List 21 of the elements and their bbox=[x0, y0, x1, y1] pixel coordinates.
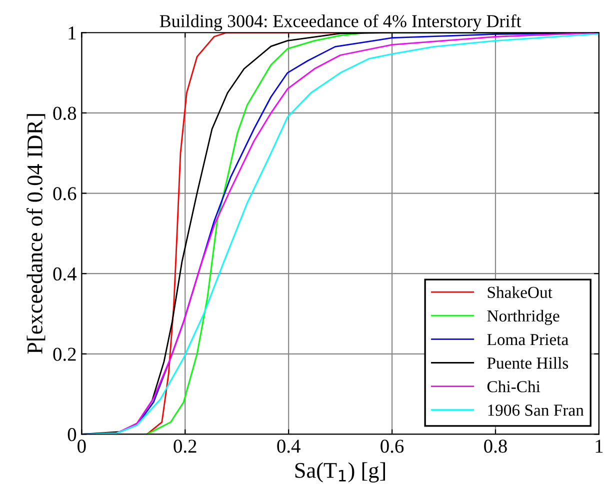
legend-label: Puente Hills bbox=[487, 357, 568, 369]
x-tick-label: 0.2 bbox=[174, 440, 196, 453]
y-tick-label: 0.6 bbox=[53, 187, 76, 200]
x-axis-title: Sa(T$_{1}$) [g] bbox=[295, 462, 385, 482]
y-tick-label: 0 bbox=[68, 428, 76, 442]
y-tick-label: 0.2 bbox=[53, 348, 76, 361]
legend-label: Chi-Chi bbox=[487, 380, 540, 392]
x-tick-label: 0.8 bbox=[484, 440, 507, 453]
y-tick-label: 0.4 bbox=[53, 267, 77, 281]
x-tick-label: 0 bbox=[78, 440, 86, 453]
legend-label: ShakeOut bbox=[488, 286, 552, 298]
legend-label: 1906 San Fran bbox=[488, 404, 584, 416]
legend-label: Northridge bbox=[487, 310, 560, 326]
legend-label: Loma Prieta bbox=[487, 334, 568, 346]
x-tick-label: 1 bbox=[596, 440, 603, 453]
x-tick-label: 0.4 bbox=[277, 440, 300, 453]
y-tick-label: 0.8 bbox=[53, 106, 76, 120]
y-axis-title: P[exceedance of 0.04 IDR] bbox=[26, 114, 46, 354]
chart-title: Building 3004: Exceedance of 4% Interstory Drift bbox=[160, 14, 522, 31]
x-tick-label: 0.6 bbox=[380, 440, 404, 453]
y-tick-label: 1 bbox=[68, 26, 76, 40]
